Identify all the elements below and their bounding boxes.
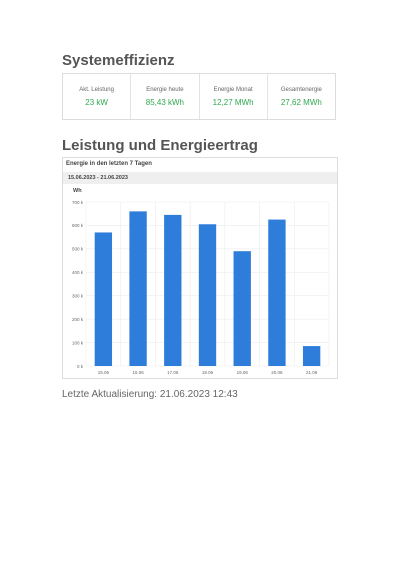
y-tick-label: 100 k xyxy=(72,340,84,345)
y-tick-label: 300 k xyxy=(72,294,84,299)
x-tick-label: 16.06 xyxy=(132,370,144,375)
x-tick-label: 21.06 xyxy=(306,370,318,375)
energy-bar-chart: Wh 0 k 100 k 200 k 300 k 400 k 500 k 600 k 700 k… xyxy=(72,188,330,375)
y-unit-label: Wh xyxy=(73,188,82,194)
stat-total-energy: Gesamtenergie 27,62 MWh xyxy=(268,74,335,119)
stats-panel: Akt. Leistung 23 kW Energie heute 85,43 … xyxy=(62,73,336,120)
stat-energy-today: Energie heute 85,43 kWh xyxy=(131,74,200,119)
bar xyxy=(94,232,113,366)
stat-current-power: Akt. Leistung 23 kW xyxy=(63,74,132,119)
stat-value: 27,62 MWh xyxy=(280,97,322,107)
stat-label: Energie Monat xyxy=(213,86,253,93)
stat-label: Akt. Leistung xyxy=(79,86,114,93)
bar xyxy=(129,211,147,366)
y-tick-label: 500 k xyxy=(72,247,84,252)
stat-value: 23 kW xyxy=(85,97,108,107)
date-range-bar: 15.06.2023 - 21.06.2023 xyxy=(63,172,337,184)
x-tick-label: 18.06 xyxy=(202,370,214,375)
y-tick-label: 700 k xyxy=(72,200,84,205)
y-tick-label: 600 k xyxy=(72,223,84,228)
date-range: 15.06.2023 - 21.06.2023 xyxy=(68,175,128,181)
efficiency-title: Systemeffizienz xyxy=(62,52,175,69)
stat-value: 85,43 kWh xyxy=(145,97,184,107)
y-tick-label: 200 k xyxy=(72,317,84,322)
x-tick-label: 15.06 xyxy=(98,370,110,375)
stat-energy-month: Energie Monat 12,27 MWh xyxy=(200,74,268,119)
last-update: Letzte Aktualisierung: 21.06.2023 12:43 xyxy=(62,389,238,400)
energy-chart-panel: Energie in den letzten 7 Tagen 15.06.202… xyxy=(62,157,338,379)
stat-label: Energie heute xyxy=(146,86,184,93)
bar xyxy=(302,346,321,366)
bar xyxy=(268,219,286,366)
y-tick-label: 400 k xyxy=(72,270,84,275)
x-tick-label: 17.06 xyxy=(167,370,179,375)
y-tick-label: 0 k xyxy=(77,364,84,369)
chart-panel-title: Energie in den letzten 7 Tagen xyxy=(66,161,152,167)
yield-title: Leistung und Energieertrag xyxy=(62,137,258,154)
bar xyxy=(164,214,182,366)
x-tick-label: 19.06 xyxy=(237,370,249,375)
bar xyxy=(198,224,217,366)
stat-value: 12,27 MWh xyxy=(212,97,254,107)
stat-label: Gesamtenergie xyxy=(280,86,322,93)
x-tick-label: 20.06 xyxy=(271,370,283,375)
bar xyxy=(233,251,251,366)
